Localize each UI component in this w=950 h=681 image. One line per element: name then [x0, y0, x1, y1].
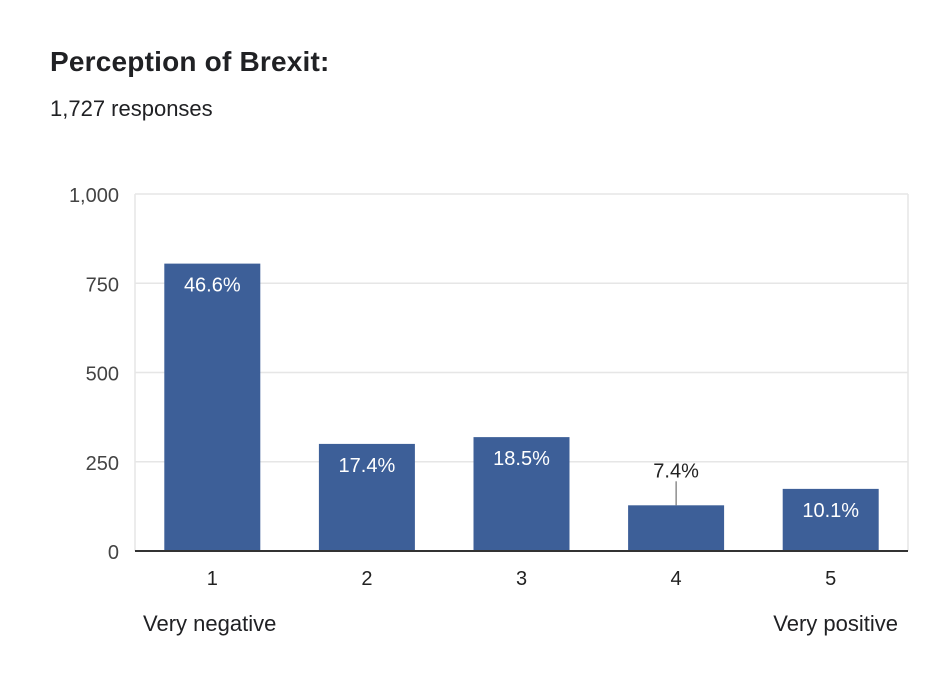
- bar-1: [164, 263, 261, 551]
- bar-4: [628, 505, 725, 551]
- bar-3: [473, 437, 570, 551]
- x-tick-label: 3: [516, 568, 527, 590]
- bar-value-label: 7.4%: [653, 460, 699, 482]
- y-axis-ticks: 0 250 500 750 1,000: [69, 185, 119, 564]
- x-tick-label: 1: [207, 568, 218, 590]
- bar-2: [318, 443, 415, 551]
- scale-low-label: Very negative: [143, 611, 277, 636]
- x-tick-label: 5: [825, 568, 836, 590]
- chart-title: Perception of Brexit:: [50, 46, 330, 77]
- bars: 46.6% 17.4% 18.5% 7.4% 10.1%: [164, 263, 879, 551]
- bar-value-label: 46.6%: [184, 275, 241, 297]
- y-tick-label: 1,000: [69, 185, 119, 207]
- y-tick-label: 250: [86, 453, 119, 475]
- y-tick-label: 500: [86, 364, 119, 386]
- y-tick-label: 750: [86, 274, 119, 296]
- y-tick-label: 0: [108, 542, 119, 564]
- bar-value-label: 10.1%: [802, 500, 859, 522]
- x-axis-ticks: 1 2 3 4 5: [207, 568, 837, 590]
- bar-value-label: 17.4%: [339, 455, 396, 477]
- bar-5: [782, 488, 879, 551]
- x-tick-label: 4: [671, 568, 682, 590]
- bar-value-label: 18.5%: [493, 448, 550, 470]
- x-tick-label: 2: [361, 568, 372, 590]
- scale-high-label: Very positive: [773, 611, 898, 636]
- response-count: 1,727 responses: [50, 96, 213, 121]
